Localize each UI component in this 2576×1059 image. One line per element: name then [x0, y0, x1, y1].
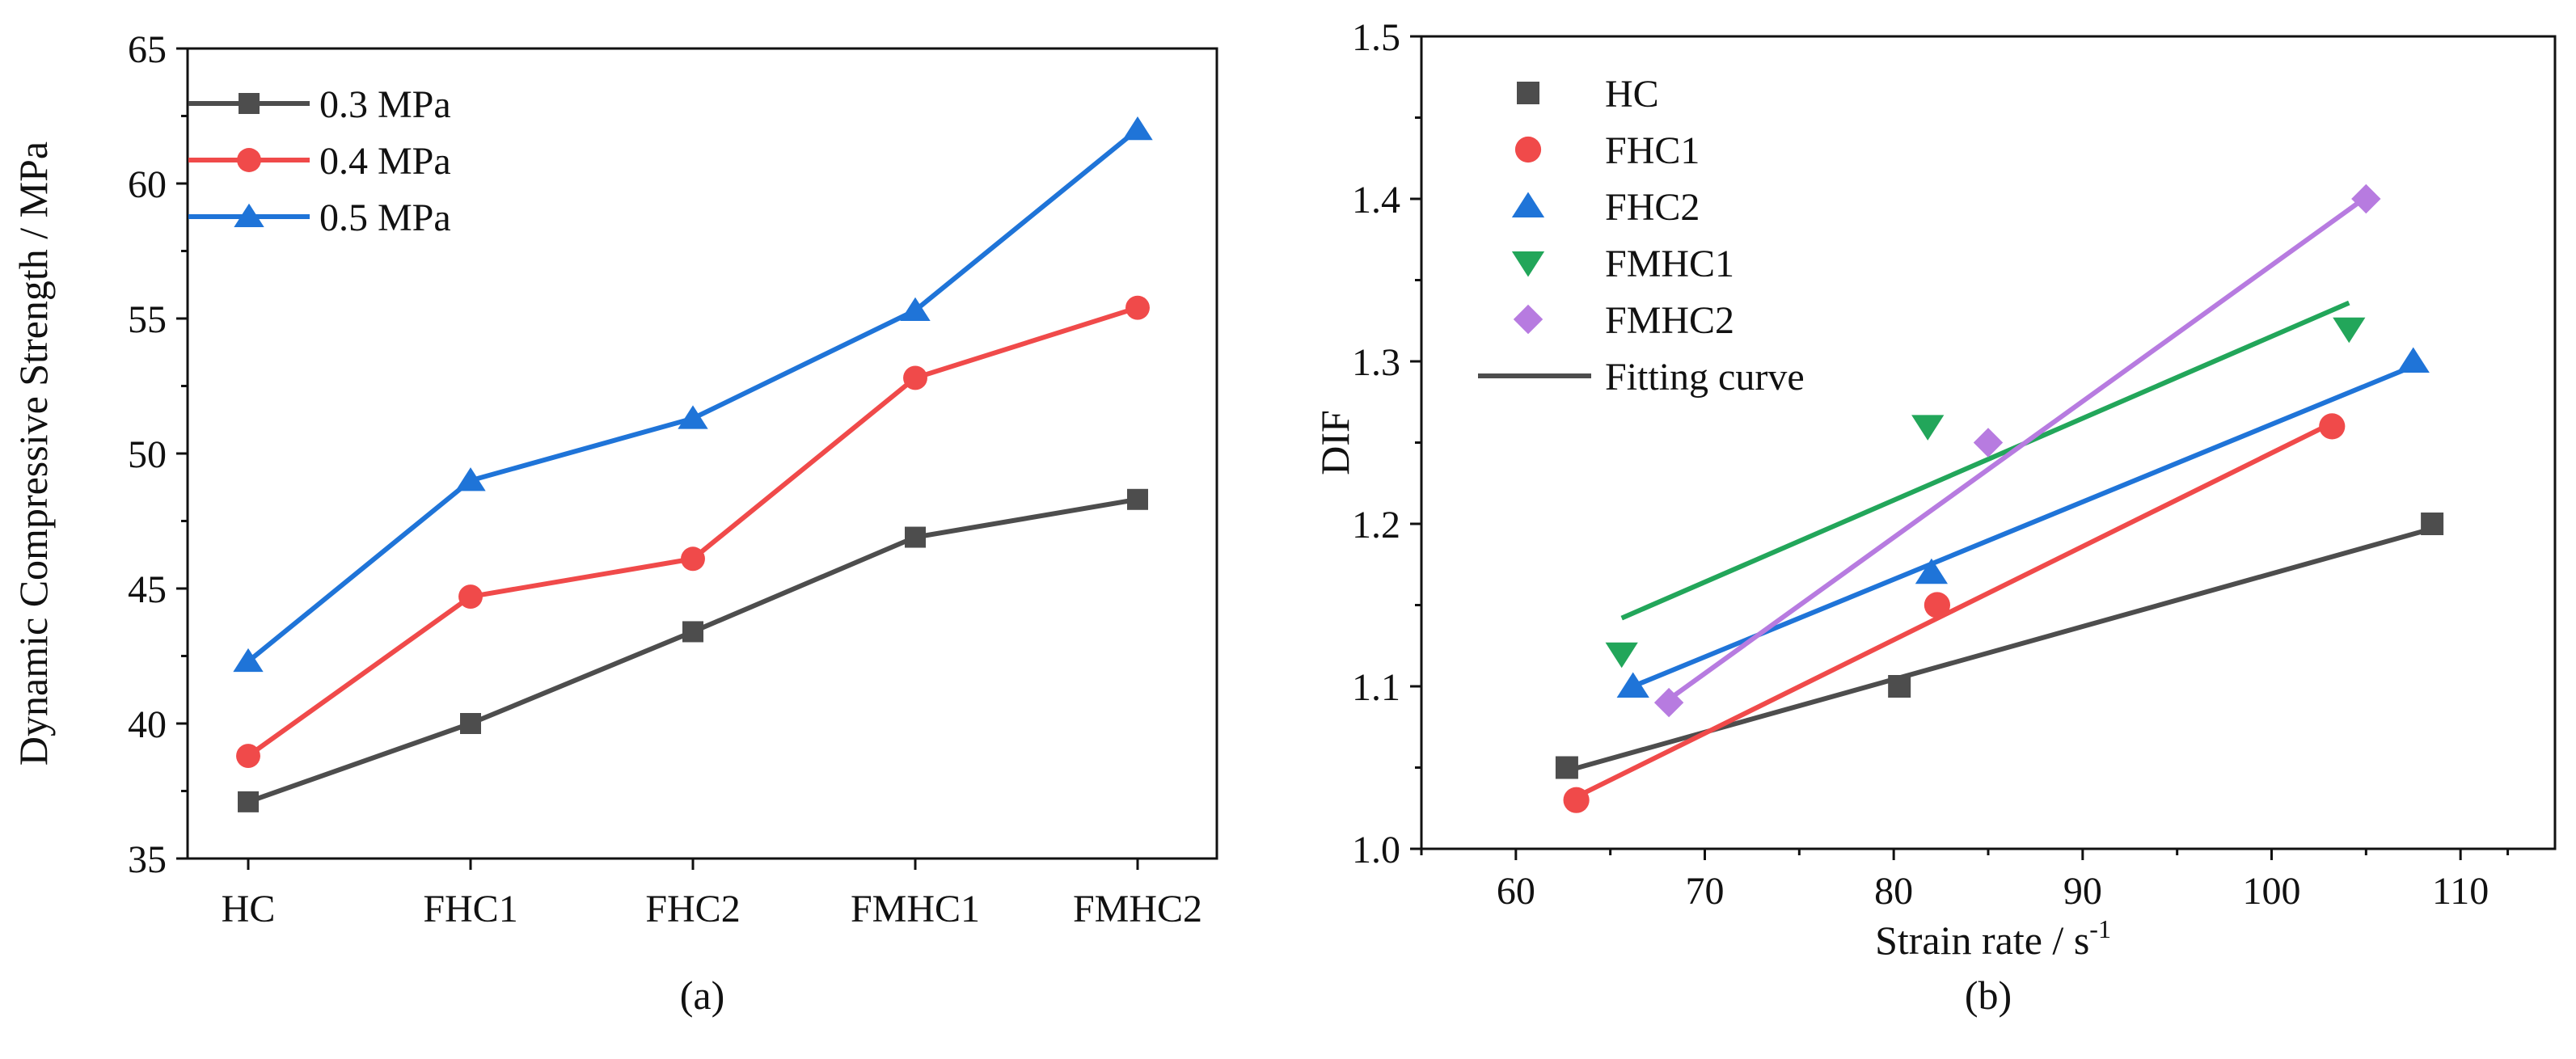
- y-tick-label: 50: [128, 433, 167, 476]
- data-point: [903, 365, 927, 390]
- x-tick-label: FHC2: [645, 888, 740, 930]
- legend-marker: [1517, 82, 1539, 104]
- legend-label: FMHC1: [1605, 243, 1734, 285]
- data-point-FMHC2: [2351, 184, 2381, 214]
- fit-line-FMHC1: [1620, 300, 2350, 621]
- legend-marker: [237, 148, 261, 172]
- fit-line-HC: [1566, 526, 2433, 774]
- data-point-FMHC1: [1605, 642, 1638, 669]
- data-point-FMHC1: [2333, 317, 2366, 344]
- panel-b-chart: 1.0 1.1 1.2 1.3 1.4 1.5 60 70 80 90 100 110 Strain r…: [1312, 16, 2557, 1018]
- legend-marker: [1511, 251, 1545, 277]
- legend-label: Fitting curve: [1605, 356, 1805, 399]
- data-point: [682, 621, 703, 643]
- y-tick-label: 60: [128, 163, 167, 206]
- data-point-HC: [1888, 675, 1911, 698]
- data-point-FHC2: [1915, 558, 1949, 584]
- data-point-FHC2: [1616, 672, 1649, 698]
- x-tick-label: 60: [1497, 870, 1535, 913]
- y-tick-label: 65: [128, 28, 167, 71]
- data-point-FMHC1: [1911, 415, 1945, 441]
- data-point: [678, 405, 708, 429]
- y-axis-title: Dynamic Compressive Strength / MPa: [11, 141, 56, 766]
- legend-label: FMHC2: [1605, 299, 1734, 342]
- data-point: [236, 744, 260, 769]
- legend-label: 0.5 MPa: [319, 196, 451, 239]
- x-axis-title-superscript: -1: [2089, 914, 2111, 943]
- x-tick-label: 80: [1874, 870, 1913, 913]
- panel-a-caption: (a): [680, 973, 725, 1018]
- panel-b-caption: (b): [1965, 973, 2012, 1018]
- data-point-FMHC2: [1653, 687, 1684, 718]
- data-point-HC: [2421, 513, 2444, 535]
- y-tick-label: 45: [128, 568, 167, 611]
- legend-label: HC: [1605, 73, 1659, 116]
- data-point: [238, 791, 259, 812]
- data-point-FHC1: [1563, 787, 1590, 813]
- data-point: [681, 546, 705, 572]
- y-tick-label: 40: [128, 703, 167, 746]
- legend-label: 0.3 MPa: [319, 83, 451, 126]
- series-line-0.4-MPa: [247, 305, 1138, 758]
- x-tick-label: FHC1: [423, 888, 517, 930]
- y-tick-label: 1.4: [1352, 179, 1400, 222]
- x-axis-title: Strain rate / s-1: [1875, 914, 2111, 963]
- fit-line-FMHC2: [1667, 195, 2368, 702]
- y-tick-label: 35: [128, 838, 167, 881]
- x-tick-label: FMHC1: [851, 888, 980, 930]
- data-point-HC: [1555, 756, 1578, 779]
- legend-label: FHC1: [1605, 129, 1700, 172]
- data-point: [1122, 116, 1153, 141]
- data-point-FHC2: [2397, 347, 2430, 373]
- y-tick-label: 1.3: [1352, 341, 1400, 384]
- x-tick-label: 110: [2432, 870, 2489, 913]
- legend-label: 0.4 MPa: [319, 140, 451, 183]
- x-tick-label: FMHC2: [1073, 888, 1202, 930]
- legend-label: FHC2: [1605, 186, 1700, 229]
- data-point-FHC1: [2319, 413, 2346, 440]
- y-tick-label: 1.1: [1352, 666, 1400, 709]
- legend-marker: [1511, 192, 1545, 217]
- legend-marker: [234, 203, 264, 227]
- data-point: [1127, 488, 1148, 510]
- x-tick-label: HC: [222, 888, 276, 930]
- y-axis-title: DIF: [1312, 410, 1358, 475]
- x-tick-label: 100: [2243, 870, 2301, 913]
- data-point: [458, 584, 483, 609]
- data-point: [1125, 295, 1150, 320]
- legend-marker: [239, 93, 260, 114]
- legend-marker: [1514, 136, 1542, 163]
- series-line-0.3-MPa: [247, 496, 1138, 804]
- x-tick-label: 90: [2063, 870, 2102, 913]
- data-point: [905, 526, 926, 548]
- data-point: [900, 297, 931, 321]
- data-point: [460, 713, 481, 734]
- legend-marker: [1513, 304, 1543, 335]
- fit-line-FHC1: [1575, 420, 2333, 800]
- y-tick-label: 55: [128, 298, 167, 341]
- data-point-FMHC2: [1973, 428, 2004, 458]
- panel-a-chart: 35 40 45 50 55 60 65 HC FHC1 FHC2 FMHC1 FMHC2 Dynami…: [11, 28, 1218, 1018]
- data-point: [455, 467, 486, 492]
- y-tick-label: 1.0: [1352, 829, 1400, 871]
- y-tick-label: 1.2: [1352, 504, 1400, 546]
- data-point-FHC1: [1924, 592, 1951, 618]
- x-tick-label: 70: [1686, 870, 1725, 913]
- data-point: [233, 648, 264, 673]
- y-tick-label: 1.5: [1352, 16, 1400, 59]
